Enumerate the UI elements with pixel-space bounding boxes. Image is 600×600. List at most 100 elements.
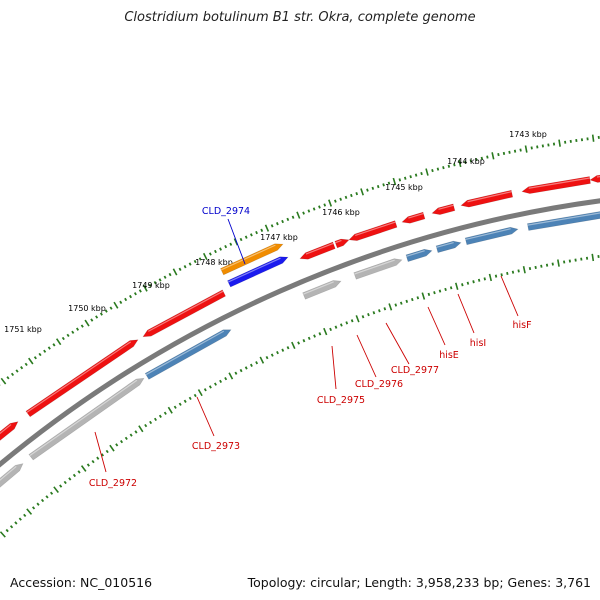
minor-tick	[229, 242, 233, 246]
minor-tick	[129, 294, 133, 299]
gene-arrow	[521, 176, 591, 194]
minor-tick	[464, 160, 467, 164]
gene-arrow-highlight	[302, 281, 334, 295]
major-tick	[522, 266, 526, 274]
gene-arrow	[348, 220, 398, 241]
minor-tick	[355, 192, 359, 196]
minor-tick	[208, 385, 212, 389]
gene-label: hisI	[470, 338, 486, 349]
minor-tick	[323, 203, 327, 207]
minor-tick	[438, 289, 442, 293]
minor-tick	[9, 525, 14, 529]
minor-tick	[59, 484, 63, 488]
minor-tick	[506, 271, 509, 276]
minor-tick	[158, 414, 162, 418]
minor-tick	[214, 249, 217, 254]
major-tick	[458, 159, 462, 168]
minor-tick	[99, 312, 103, 316]
minor-tick	[275, 222, 279, 226]
minor-tick	[265, 355, 269, 360]
minor-tick	[344, 195, 348, 199]
major-tick	[491, 152, 495, 160]
minor-tick	[224, 244, 228, 249]
minor-tick	[115, 443, 119, 447]
minor-tick	[224, 376, 228, 381]
minor-tick	[366, 188, 369, 192]
minor-tick	[234, 371, 238, 375]
major-tick	[28, 357, 34, 365]
minor-tick	[394, 303, 398, 307]
gene-arrow	[405, 248, 433, 262]
minor-tick	[286, 217, 290, 222]
leader-line	[457, 293, 475, 334]
minor-tick	[100, 453, 105, 457]
minor-tick	[281, 219, 284, 224]
gene-arrow-highlight	[465, 228, 511, 240]
gene-arrow-highlight	[354, 221, 396, 237]
gene-labels: CLD_2974 CLD_2972 CLD_2973 CLD_2975 CLD_2976…	[89, 206, 532, 489]
major-tick	[167, 406, 173, 414]
minor-tick	[14, 521, 18, 525]
kbp-tick-label: 1749 kbp	[132, 281, 170, 290]
minor-tick	[475, 157, 478, 162]
major-tick	[53, 486, 59, 493]
minor-tick	[158, 278, 162, 282]
major-tick	[488, 273, 493, 282]
gene-label: hisF	[512, 320, 531, 331]
gene-arrow-highlight	[147, 290, 224, 332]
leader-line	[500, 275, 519, 317]
minor-tick	[442, 166, 445, 170]
major-tick	[259, 356, 265, 364]
minor-tick	[291, 215, 295, 219]
minor-tick	[399, 301, 403, 305]
minor-tick	[350, 193, 353, 198]
minor-tick	[444, 287, 447, 292]
minor-tick	[339, 197, 343, 201]
major-tick	[202, 252, 208, 261]
major-tick	[291, 341, 296, 349]
minor-tick	[500, 273, 503, 277]
minor-tick	[249, 233, 253, 237]
minor-tick	[371, 186, 375, 190]
minor-tick	[313, 334, 316, 338]
minor-tick	[416, 296, 420, 300]
minor-tick	[193, 259, 197, 264]
gene-arrow	[334, 238, 350, 249]
minor-tick	[334, 325, 338, 329]
minor-tick	[340, 323, 343, 327]
gene-arrow-highlight	[227, 257, 281, 283]
minor-tick	[68, 477, 72, 481]
minor-tick	[71, 330, 75, 334]
minor-tick	[519, 148, 522, 152]
gene-arrow	[464, 226, 519, 246]
minor-tick	[255, 361, 259, 365]
minor-tick	[63, 480, 67, 485]
minor-tick	[480, 156, 484, 160]
minor-tick	[153, 280, 157, 285]
gene-label: CLD_2976	[355, 379, 403, 390]
major-tick	[591, 134, 595, 142]
major-tick	[0, 377, 7, 385]
gene-arrow-highlight	[408, 213, 424, 219]
gene-arrow	[435, 240, 462, 253]
gene-arrow-highlight	[29, 379, 138, 457]
minor-tick	[214, 382, 217, 386]
minor-tick	[208, 252, 212, 256]
leader-line	[427, 306, 446, 346]
major-tick	[109, 444, 115, 452]
minor-tick	[198, 257, 202, 261]
minor-tick	[5, 528, 9, 533]
leader-line	[94, 431, 107, 473]
gene-arrow-highlight	[436, 241, 454, 248]
minor-tick	[72, 473, 77, 478]
minor-tick	[76, 327, 80, 331]
minor-tick	[15, 369, 19, 373]
gene-arrow	[431, 203, 456, 215]
major-tick	[421, 292, 426, 300]
minor-tick	[414, 173, 418, 177]
minor-tick	[129, 433, 133, 437]
minor-tick	[178, 402, 182, 406]
minor-tick	[183, 399, 187, 403]
minor-tick	[163, 275, 167, 279]
